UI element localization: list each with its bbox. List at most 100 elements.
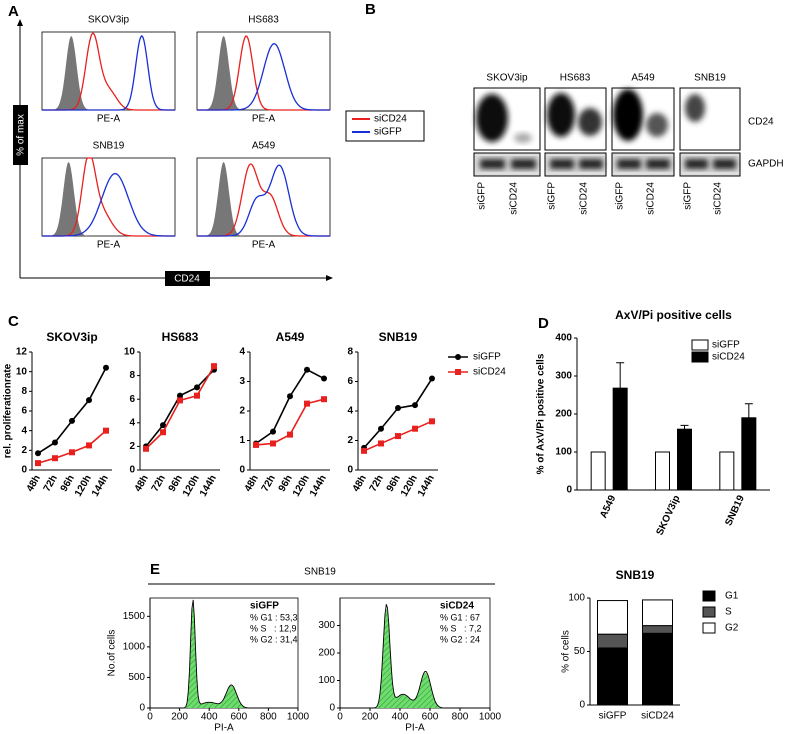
chart-title: SNB19 — [379, 330, 418, 344]
point — [103, 427, 109, 434]
panel-title: SNB19 — [304, 567, 336, 578]
x-tick-label: siGFP — [599, 711, 627, 722]
x-tick-label: 144h — [308, 473, 329, 498]
lane-label: siCD24 — [646, 182, 657, 215]
y-tick-label: 0 — [579, 700, 585, 711]
lane-label: siCD24 — [713, 182, 724, 215]
cell-line: SKOV3ip — [486, 73, 528, 84]
point — [270, 428, 276, 435]
point — [143, 445, 149, 452]
point — [194, 392, 200, 399]
y-tick-label: 2 — [129, 441, 135, 452]
legend-label: G2 — [725, 623, 739, 634]
bar-segment — [642, 625, 673, 634]
x-tick-label: 600 — [422, 712, 439, 723]
x-tick-label: 200 — [362, 712, 379, 723]
y-tick-label: 50 — [574, 646, 586, 657]
y-tick-label: 0 — [21, 465, 27, 476]
error-bar — [744, 403, 753, 418]
legend-label: siCD24 — [473, 367, 506, 378]
lane-label: siGFP — [477, 182, 488, 210]
y-tick-label: 10 — [16, 366, 28, 377]
isotype-curve — [197, 161, 330, 236]
point — [103, 364, 109, 371]
isotype-curve — [42, 161, 175, 236]
legend-label: G1 — [725, 591, 739, 602]
point — [287, 393, 293, 400]
legend-swatch — [702, 606, 716, 618]
point — [35, 460, 41, 467]
point — [69, 417, 75, 424]
y-axis-label: % of AxV/Pi positive cells — [536, 353, 547, 474]
legend-box — [345, 110, 425, 142]
x-tick-label: 600 — [230, 712, 247, 723]
lane-label: siCD24 — [509, 182, 520, 215]
y-tick-label: 12 — [16, 347, 28, 358]
legend-label: S — [725, 607, 732, 618]
point — [69, 449, 75, 456]
point — [177, 392, 183, 399]
y-tick-label: 200 — [555, 409, 572, 420]
cell-line: A549 — [631, 73, 655, 84]
chart-title: SKOV3ip — [46, 330, 97, 344]
x-tick-label: 72h — [42, 473, 60, 493]
legend-label: siGFP — [374, 127, 402, 138]
plot-title: SKOV3ip — [88, 15, 130, 26]
bar — [719, 451, 735, 491]
point — [52, 439, 58, 446]
y-tick-label: 0 — [329, 703, 335, 714]
x-tick-label: 144h — [90, 473, 111, 498]
bar-segment — [597, 600, 628, 635]
legend-swatch — [455, 354, 461, 360]
x-axis-label: PE-A — [252, 240, 276, 251]
legend-swatch — [702, 622, 716, 634]
lane-label: siCD24 — [579, 182, 590, 215]
y-tick-label: 500 — [128, 672, 145, 683]
y-tick-label: 4 — [21, 425, 27, 436]
y-axis-label: No.of cells — [107, 630, 118, 677]
flow-curve — [42, 34, 175, 111]
x-tick-label: 72h — [150, 473, 168, 493]
point — [177, 397, 183, 404]
x-tick-label: 72h — [368, 473, 386, 493]
x-tick-label: 400 — [201, 712, 218, 723]
x-tick-label: 120h — [181, 473, 202, 498]
lane-label: siGFP — [615, 182, 626, 210]
y-tick-label: 400 — [555, 333, 572, 344]
y-tick-label: 300 — [318, 620, 335, 631]
bar — [741, 417, 757, 491]
lane-label: siGFP — [547, 182, 558, 210]
point — [86, 397, 92, 404]
isotype-curve — [42, 36, 175, 111]
y-axis-label: rel. proliferationrate — [3, 363, 14, 458]
y-axis-label: % of cells — [561, 630, 572, 673]
x-tick-label: SKOV3ip — [655, 494, 683, 537]
point — [361, 447, 367, 454]
y-tick-label: 2 — [347, 435, 353, 446]
x-tick-label: 400 — [392, 712, 409, 723]
y-tick-label: 100 — [568, 593, 585, 604]
western-blot — [473, 87, 741, 177]
legend-swatch — [691, 339, 709, 351]
x-tick-label: 72h — [260, 473, 278, 493]
point — [412, 402, 418, 409]
legend-label: siGFP — [712, 340, 740, 351]
panel-label: B — [365, 1, 376, 18]
y-tick-label: 0 — [129, 465, 135, 476]
x-tick-label: 0 — [337, 712, 343, 723]
y-tick-label: 2 — [239, 406, 245, 417]
histogram-outline — [340, 604, 490, 709]
panel-label: A — [8, 3, 19, 20]
point — [86, 442, 92, 449]
y-tick-label: 6 — [347, 376, 353, 387]
point — [321, 396, 327, 403]
x-tick-label: 800 — [452, 712, 469, 723]
x-axis-label: PI-A — [405, 723, 425, 734]
line — [145, 369, 215, 447]
y-tick-label: 300 — [555, 371, 572, 382]
gate-stat: % G2 : 31,4 — [250, 634, 298, 644]
x-tick-label: siCD24 — [641, 711, 674, 722]
chart-title: A549 — [276, 330, 305, 344]
x-tick-label: 120h — [291, 473, 312, 498]
lane-label: siGFP — [683, 182, 694, 210]
